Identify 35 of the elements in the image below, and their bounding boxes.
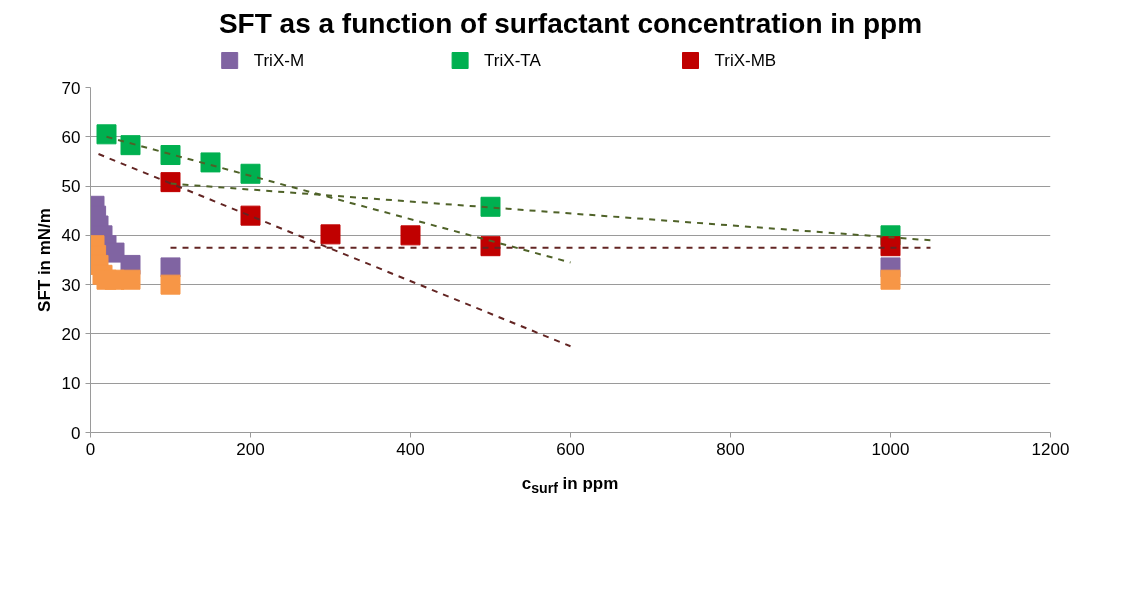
y-tick-label: 70 (61, 78, 81, 98)
y-tick-label: 30 (61, 275, 81, 295)
point (200, 152, 221, 173)
x-tick-label: 800 (716, 439, 745, 459)
point (400, 225, 421, 246)
y-tick-label: 20 (61, 324, 81, 344)
x-tick-label: 0 (85, 439, 96, 459)
x-tick-label: 1200 (1031, 439, 1070, 459)
point (240, 163, 261, 184)
chart-title: SFT as a function of surfactant concentration in ppm (218, 7, 923, 39)
point (480, 196, 501, 217)
point (160, 274, 181, 295)
x-axis-title: c$_{surf}$ in ppm (521, 473, 619, 499)
point (320, 224, 341, 245)
x-tick-label: 200 (236, 439, 265, 459)
y-tick-label: 10 (61, 374, 81, 394)
y-tick-label: 50 (61, 177, 81, 197)
point (880, 269, 901, 290)
x-tick-label: 400 (396, 439, 425, 459)
point (160, 145, 181, 166)
y-tick-label: 60 (61, 127, 81, 147)
y-axis-title: SFT in mN/m (34, 208, 54, 312)
legend-label: TriX-MB (714, 51, 777, 70)
point (240, 205, 261, 226)
point (120, 135, 141, 156)
point (120, 269, 141, 290)
legend-label: TriX-M (253, 51, 305, 70)
point (96, 124, 117, 145)
x-tick-label: 600 (556, 439, 585, 459)
point (880, 236, 901, 257)
y-tick-label: 40 (61, 226, 81, 246)
point (160, 172, 181, 193)
legend-label: TriX-TA (484, 51, 542, 70)
x-tick-label: 1000 (871, 439, 910, 459)
y-tick-label: 0 (71, 423, 81, 443)
